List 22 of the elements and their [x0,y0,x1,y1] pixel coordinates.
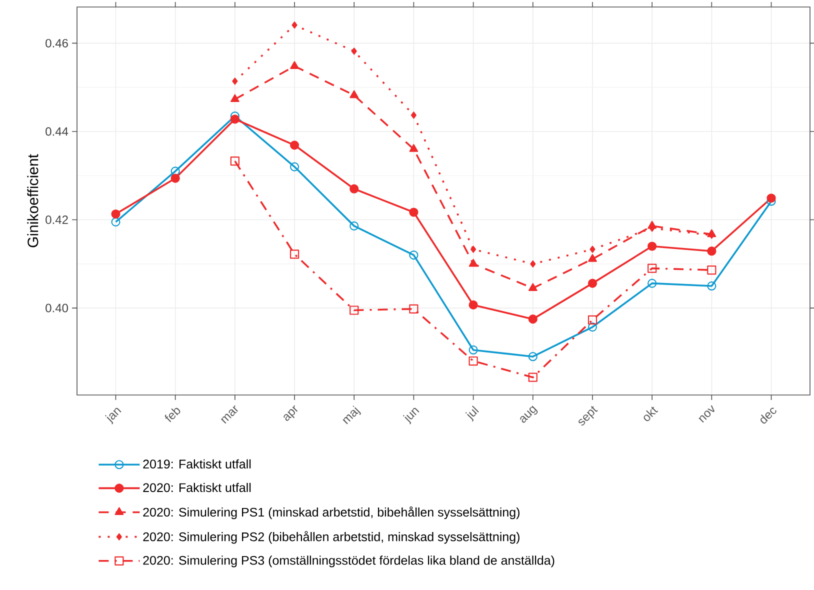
x-tick-label: feb [164,408,180,422]
x-tick-label: sept [578,406,598,426]
legend-label: 2020: Simulering PS2 (bibehållen arbetstid, minskad sysselsättning) [143,531,520,544]
y-tick-label: 0.40 [46,304,68,312]
x-tick-label: jul [465,406,479,422]
x-tick-label: dec [760,408,776,424]
x-tick-label: aug [520,406,538,423]
legend-label: 2020: Simulering PS3 (omställningsstödet fördelas lika bland de anställda) [143,556,554,568]
legend-label: 2020: Faktiskt utfall [143,482,251,492]
x-tick-label: nov [698,405,715,423]
x-tick-label: jan [104,408,122,424]
x-tick-label: mar [220,405,238,424]
y-tick-label: 0.46 [46,38,68,48]
y-tick-label: 0.44 [46,127,68,136]
x-tick-label: jun [402,408,420,424]
x-tick-label: okt [644,406,658,422]
legend-label: 2019: Faktiskt utfall [143,459,251,469]
y-tick-label: 0.42 [46,216,68,224]
x-tick-label: apr [284,405,298,421]
y-axis-title: Ginikoefficient [27,154,38,248]
x-tick-label: maj [342,406,361,424]
legend-label: 2020: Simulering PS1 (minskad arbetstid, bibehållen sysselsättning) [143,506,520,520]
